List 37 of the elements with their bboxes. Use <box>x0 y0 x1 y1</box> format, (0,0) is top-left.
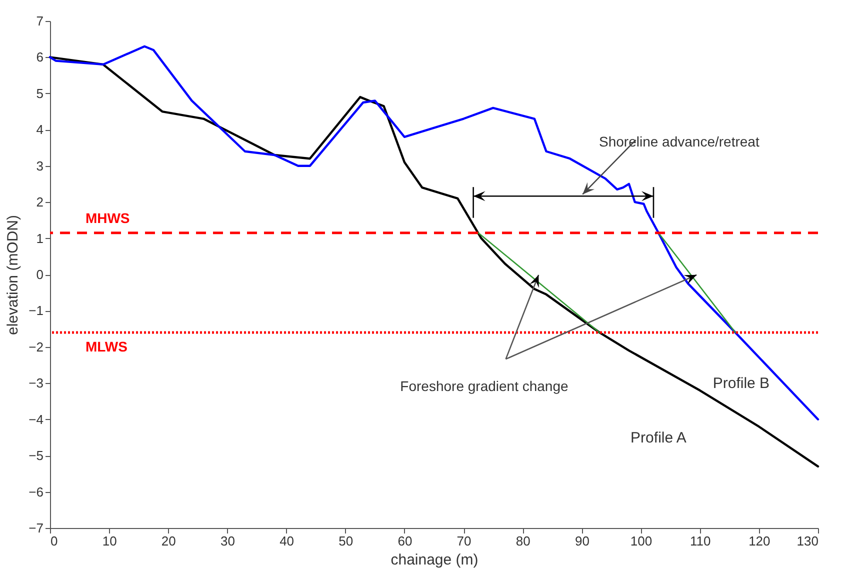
x-tick-label: 110 <box>690 534 711 548</box>
y-tick-label: −7 <box>28 520 44 536</box>
y-tick-label: −3 <box>28 376 44 391</box>
y-tick-label: 4 <box>36 122 44 138</box>
y-tick-label: 0 <box>36 267 44 282</box>
y-tick-label: 1 <box>36 230 44 246</box>
x-tick-label: 20 <box>161 534 176 548</box>
x-tick-label: 130 <box>796 534 818 548</box>
x-tick-label: 0 <box>50 534 58 548</box>
y-tick-label: 3 <box>36 158 44 174</box>
x-tick-label: 10 <box>102 534 117 548</box>
x-tick-label: 40 <box>280 534 294 548</box>
y-tick-label: −2 <box>28 339 44 354</box>
x-axis-title: chainage (m) <box>390 552 478 568</box>
y-tick-label: −5 <box>28 448 44 464</box>
text: Profile A <box>630 429 686 446</box>
x-tick-label: 80 <box>516 534 530 548</box>
x-tick-label: 50 <box>338 534 354 548</box>
x-tick-label: 120 <box>748 534 770 548</box>
y-tick-label: 6 <box>36 50 44 65</box>
x-tick-label: 70 <box>456 534 472 548</box>
ref-line-label: MHWS <box>85 210 130 226</box>
y-axis-title: elevation (mODN) <box>4 214 22 336</box>
y-tick-label: −6 <box>28 484 44 500</box>
y-tick-label: −4 <box>28 412 44 427</box>
y-tick-label: −1 <box>28 303 44 318</box>
ref-line-label: MLWS <box>85 338 128 354</box>
x-tick-label: 100 <box>630 534 652 548</box>
annotation: Foreshore gradient change <box>400 378 568 394</box>
x-tick-label: 60 <box>398 534 412 548</box>
x-tick-label: 30 <box>220 534 235 548</box>
x-tick-label: 90 <box>574 534 590 548</box>
annotation: Shoreline advance/retreat <box>599 133 760 150</box>
y-tick-label: 7 <box>36 14 44 28</box>
y-tick-label: 5 <box>36 86 44 101</box>
series-label: Profile B <box>712 375 770 392</box>
y-tick-label: 2 <box>36 194 44 210</box>
